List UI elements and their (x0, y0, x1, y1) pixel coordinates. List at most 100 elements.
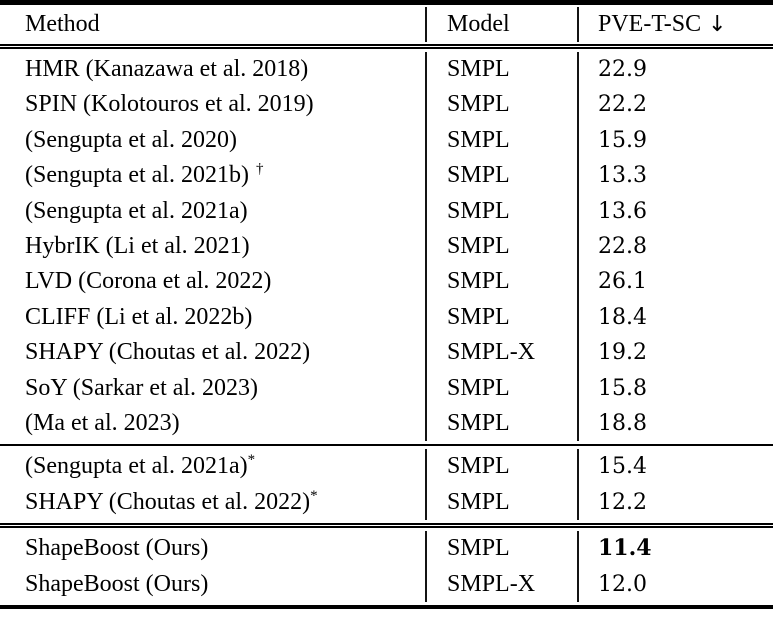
value-cell: 15.9 (577, 122, 776, 159)
model-cell: SMPL (425, 531, 577, 567)
model-label: SMPL (447, 453, 510, 480)
method-label: ShapeBoost (Ours) (25, 535, 209, 562)
model-cell: SMPL-X (425, 335, 577, 371)
method-label: SoY (Sarkar et al. 2023) (25, 374, 259, 401)
model-label: SMPL (447, 374, 510, 401)
method-cell: LVD (Corona et al. 2022) (0, 264, 425, 299)
method-label: HMR (Kanazawa et al. 2018) (25, 56, 309, 82)
value-label: 12.2 (598, 489, 647, 515)
method-cell: (Sengupta et al. 2021b) † (0, 158, 425, 193)
section-separator-rule (0, 523, 773, 529)
model-label: SMPL (447, 126, 510, 153)
section-separator-rule (0, 444, 773, 447)
down-arrow-icon: ↓ (708, 12, 727, 37)
model-label: SMPL (447, 303, 510, 330)
model-label: SMPL (447, 535, 510, 562)
model-cell: SMPL (425, 52, 577, 88)
method-cell: (Ma et al. 2023) (0, 406, 425, 441)
column-header-metric: PVE-T-SC ↓ (577, 7, 776, 42)
method-cell: CLIFF (Li et al. 2022b) (0, 300, 425, 335)
model-label: SMPL (447, 268, 510, 295)
method-label: (Sengupta et al. 2021a) (25, 197, 248, 224)
model-label: SMPL (447, 56, 510, 82)
table-section-starred: (Sengupta et al. 2021a)* SMPL 15.4 SHAPY… (0, 446, 776, 523)
model-cell: SMPL (425, 370, 577, 407)
model-label: SMPL (447, 488, 510, 515)
model-label: SMPL-X (447, 570, 536, 597)
method-cell: (Sengupta et al. 2020) (0, 123, 425, 158)
method-label: (Ma et al. 2023) (25, 410, 180, 437)
value-cell: 18.4 (577, 299, 776, 336)
model-cell: SMPL (425, 193, 577, 230)
method-cell: SHAPY (Choutas et al. 2022) (0, 335, 425, 370)
best-value-label: 11.4 (598, 535, 652, 562)
model-cell: SMPL (425, 406, 577, 442)
method-cell: HybrIK (Li et al. 2021) (0, 229, 425, 264)
value-cell: 26.1 (577, 264, 776, 300)
dagger-mark: † (255, 161, 264, 178)
model-label: SMPL (447, 197, 510, 224)
model-header-label: Model (447, 11, 510, 37)
table-top-rule (0, 0, 773, 5)
value-label: 13.6 (598, 198, 647, 224)
table-header-row: Method Model PVE-T-SC ↓ (0, 5, 776, 44)
model-cell: SMPL (425, 299, 577, 336)
model-cell: SMPL-X (425, 566, 577, 603)
value-label: 15.4 (598, 454, 647, 480)
model-cell: SMPL (425, 122, 577, 159)
method-label: SHAPY (Choutas et al. 2022) (25, 339, 311, 366)
method-cell: ShapeBoost (Ours) (0, 531, 425, 566)
value-cell: 11.4 (577, 531, 776, 567)
value-cell: 13.6 (577, 193, 776, 230)
method-cell: (Sengupta et al. 2021a)* (0, 449, 425, 484)
value-cell: 22.2 (577, 87, 776, 123)
value-cell: 15.4 (577, 449, 776, 485)
method-label: (Sengupta et al. 2020) (25, 126, 237, 153)
method-cell: SoY (Sarkar et al. 2023) (0, 371, 425, 406)
table-bottom-rule (0, 605, 773, 610)
value-label: 15.8 (598, 375, 647, 401)
value-label: 19.2 (598, 340, 647, 366)
model-cell: SMPL (425, 87, 577, 123)
header-separator-rule (0, 44, 773, 49)
value-label: 13.3 (598, 163, 647, 189)
model-label: SMPL (447, 410, 510, 437)
value-label: 22.8 (598, 234, 647, 260)
asterisk-mark: * (247, 452, 256, 469)
value-label: 22.2 (598, 92, 647, 118)
table-section-prior-work: HMR (Kanazawa et al. 2018) SMPL 22.9 SPI… (0, 49, 776, 444)
model-cell: SMPL (425, 264, 577, 300)
method-label: (Sengupta et al. 2021a) (25, 453, 248, 480)
value-cell: 12.2 (577, 484, 776, 521)
value-label: 18.8 (598, 411, 647, 437)
value-cell: 19.2 (577, 335, 776, 371)
value-cell: 18.8 (577, 406, 776, 442)
method-cell: (Sengupta et al. 2021a) (0, 194, 425, 229)
method-cell: ShapeBoost (Ours) (0, 567, 425, 602)
asterisk-mark: * (310, 487, 318, 504)
metric-header-label: PVE-T-SC (598, 11, 702, 37)
model-cell: SMPL (425, 484, 577, 521)
value-cell: 15.8 (577, 370, 776, 407)
method-label: ShapeBoost (Ours) (25, 570, 209, 597)
method-cell: HMR (Kanazawa et al. 2018) (0, 52, 425, 87)
model-cell: SMPL (425, 229, 577, 265)
table-section-ours: ShapeBoost (Ours) SMPL 11.4 ShapeBoost (… (0, 528, 776, 605)
model-label: SMPL (447, 91, 510, 118)
value-cell: 13.3 (577, 158, 776, 194)
method-label: LVD (Corona et al. 2022) (25, 268, 272, 295)
value-cell: 22.8 (577, 229, 776, 265)
model-cell: SMPL (425, 158, 577, 194)
method-header-label: Method (25, 11, 100, 37)
method-label: HybrIK (Li et al. 2021) (25, 233, 250, 260)
model-cell: SMPL (425, 449, 577, 485)
value-label: 22.9 (598, 57, 647, 82)
value-label: 12.0 (598, 571, 647, 597)
model-label: SMPL-X (447, 339, 536, 366)
method-cell: SPIN (Kolotouros et al. 2019) (0, 87, 425, 122)
method-label: SHAPY (Choutas et al. 2022) (25, 488, 311, 515)
value-cell: 22.9 (577, 52, 776, 88)
model-label: SMPL (447, 162, 510, 189)
method-cell: SHAPY (Choutas et al. 2022)* (0, 485, 425, 520)
